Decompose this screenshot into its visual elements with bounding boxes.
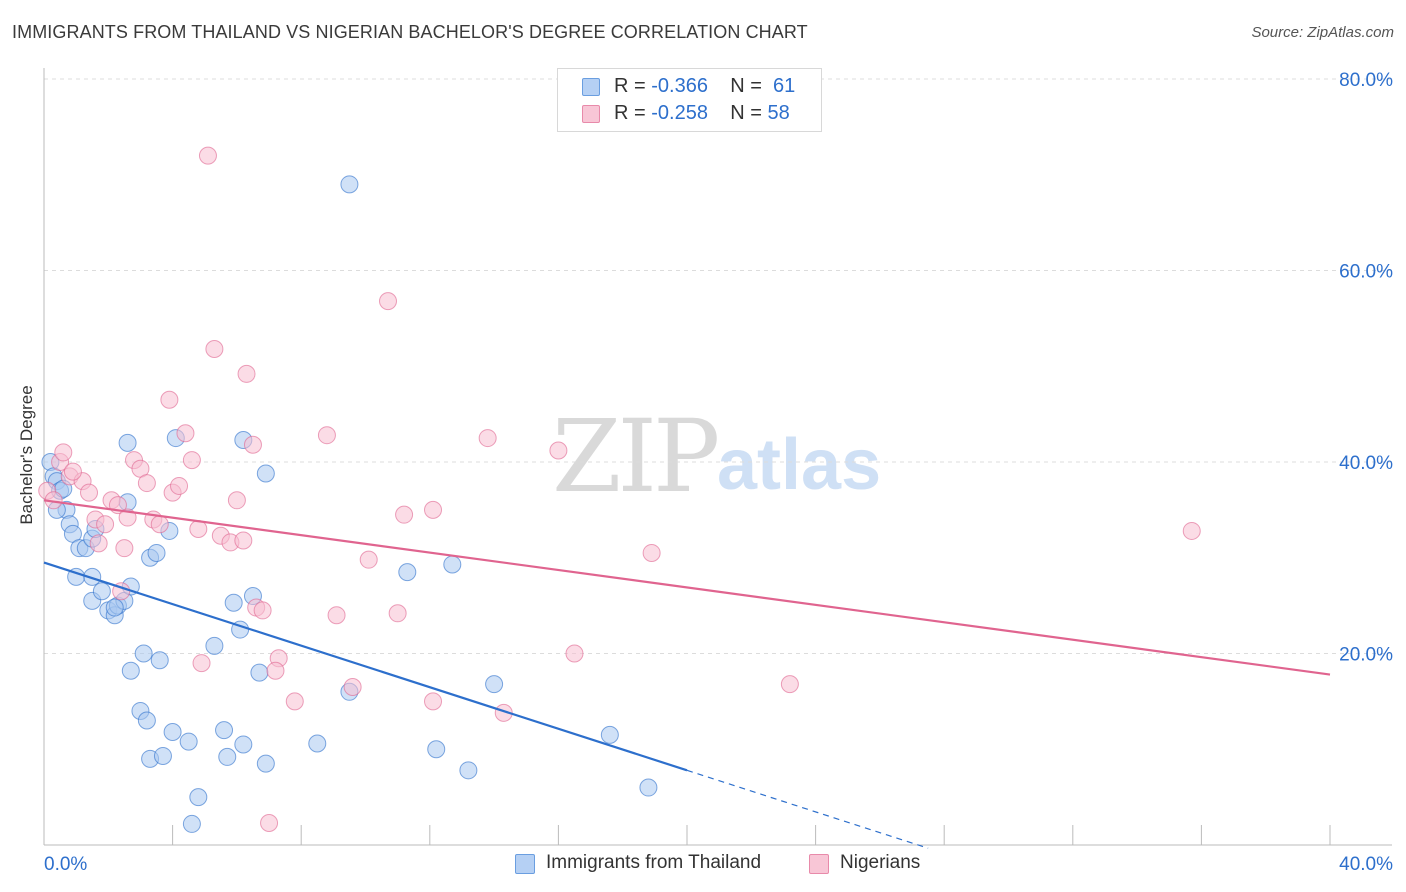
source-label: Source: ZipAtlas.com bbox=[1251, 24, 1394, 41]
nigerian-point bbox=[96, 515, 115, 534]
legend-swatch-thailand bbox=[582, 78, 600, 96]
correlation-legend: R = -0.366 N = 61 R = -0.258 N = 58 bbox=[557, 68, 822, 132]
thailand-point bbox=[189, 788, 208, 807]
nigerian-point bbox=[63, 462, 82, 481]
nigerian-point bbox=[253, 601, 272, 620]
r-label: R = bbox=[614, 102, 652, 124]
y-tick-label: 60.0% bbox=[1339, 262, 1393, 283]
nigerian-point bbox=[198, 146, 217, 165]
thailand-trend-extension bbox=[686, 769, 929, 849]
thailand-point bbox=[134, 644, 153, 663]
thailand-point bbox=[485, 675, 504, 694]
thailand-point bbox=[182, 814, 201, 833]
thailand-point bbox=[427, 740, 446, 759]
thailand-point bbox=[218, 747, 237, 766]
nigerian-point bbox=[327, 606, 346, 625]
n-value: 58 bbox=[767, 102, 790, 124]
nigerian-point bbox=[170, 476, 189, 495]
nigerian-point bbox=[478, 429, 497, 448]
watermark-atlas: atlas bbox=[717, 425, 882, 505]
nigerian-point bbox=[182, 451, 201, 470]
legend-swatch-nigerians bbox=[809, 854, 829, 874]
nigerian-point bbox=[176, 424, 195, 443]
thailand-point bbox=[234, 735, 253, 754]
nigerian-point bbox=[379, 292, 398, 311]
nigerian-point bbox=[205, 340, 224, 359]
nigerian-point bbox=[395, 505, 414, 524]
nigerian-point bbox=[227, 491, 246, 510]
thailand-point bbox=[205, 636, 224, 655]
thailand-point bbox=[150, 651, 169, 670]
nigerian-point bbox=[80, 483, 99, 502]
thailand-point bbox=[224, 593, 243, 612]
n-label: N = bbox=[730, 102, 768, 124]
nigerian-point bbox=[424, 692, 443, 711]
thailand-point bbox=[153, 746, 172, 765]
thailand-point bbox=[118, 433, 137, 452]
thailand-point bbox=[92, 582, 111, 601]
n-label: N = bbox=[730, 75, 768, 97]
nigerian-point bbox=[234, 531, 253, 550]
watermark-zip: ZIP bbox=[552, 398, 720, 515]
y-axis-label: Bachelor's Degree bbox=[17, 385, 36, 525]
nigerian-point bbox=[343, 678, 362, 697]
y-tick-label: 80.0% bbox=[1339, 70, 1393, 91]
nigerian-point bbox=[237, 364, 256, 383]
nigerian-trend-line bbox=[43, 499, 1331, 676]
thailand-point bbox=[256, 464, 275, 483]
nigerian-point bbox=[115, 539, 134, 558]
nigerian-point bbox=[317, 426, 336, 445]
thailand-point bbox=[398, 563, 417, 582]
thailand-point bbox=[459, 761, 478, 780]
nigerian-point bbox=[780, 675, 799, 694]
thailand-point bbox=[121, 661, 140, 680]
thailand-point bbox=[340, 175, 359, 194]
thailand-point bbox=[137, 711, 156, 730]
r-label: R = bbox=[614, 75, 652, 97]
legend-label-thailand: Immigrants from Thailand bbox=[546, 852, 762, 873]
nigerian-point bbox=[260, 813, 279, 832]
r-value: -0.258 bbox=[651, 102, 708, 124]
y-tick-label: 40.0% bbox=[1339, 453, 1393, 474]
nigerian-point bbox=[243, 435, 262, 454]
nigerian-point bbox=[642, 543, 661, 562]
thailand-point bbox=[163, 723, 182, 742]
nigerian-point bbox=[285, 692, 304, 711]
nigerian-point bbox=[266, 661, 285, 680]
thailand-point bbox=[105, 598, 124, 617]
y-tick-label: 20.0% bbox=[1339, 645, 1393, 666]
legend-label-nigerians: Nigerians bbox=[840, 852, 921, 873]
nigerian-point bbox=[1182, 521, 1201, 540]
nigerian-point bbox=[54, 443, 73, 462]
x-tick-label: 40.0% bbox=[1339, 854, 1393, 875]
thailand-point bbox=[256, 754, 275, 773]
nigerian-point bbox=[424, 500, 443, 519]
thailand-point bbox=[639, 778, 658, 797]
thailand-trend-line bbox=[43, 561, 688, 772]
thailand-point bbox=[147, 543, 166, 562]
thailand-point bbox=[83, 567, 102, 586]
chart-title: IMMIGRANTS FROM THAILAND VS NIGERIAN BAC… bbox=[12, 22, 808, 42]
thailand-point bbox=[308, 734, 327, 753]
nigerian-point bbox=[150, 515, 169, 534]
thailand-point bbox=[443, 555, 462, 574]
nigerian-point bbox=[89, 534, 108, 553]
nigerian-point bbox=[388, 604, 407, 623]
r-value: -0.366 bbox=[651, 75, 708, 97]
thailand-point bbox=[215, 721, 234, 740]
nigerian-point bbox=[565, 644, 584, 663]
nigerian-point bbox=[192, 654, 211, 673]
x-tick-label: 0.0% bbox=[44, 854, 87, 875]
legend-swatch-thailand bbox=[515, 854, 535, 874]
thailand-point bbox=[250, 663, 269, 682]
thailand-point bbox=[179, 732, 198, 751]
thailand-point bbox=[600, 725, 619, 744]
legend-swatch-nigerians bbox=[582, 105, 600, 123]
nigerian-point bbox=[137, 474, 156, 493]
nigerian-point bbox=[160, 390, 179, 409]
nigerian-point bbox=[359, 550, 378, 569]
nigerian-point bbox=[549, 441, 568, 460]
n-value: 61 bbox=[773, 75, 796, 97]
